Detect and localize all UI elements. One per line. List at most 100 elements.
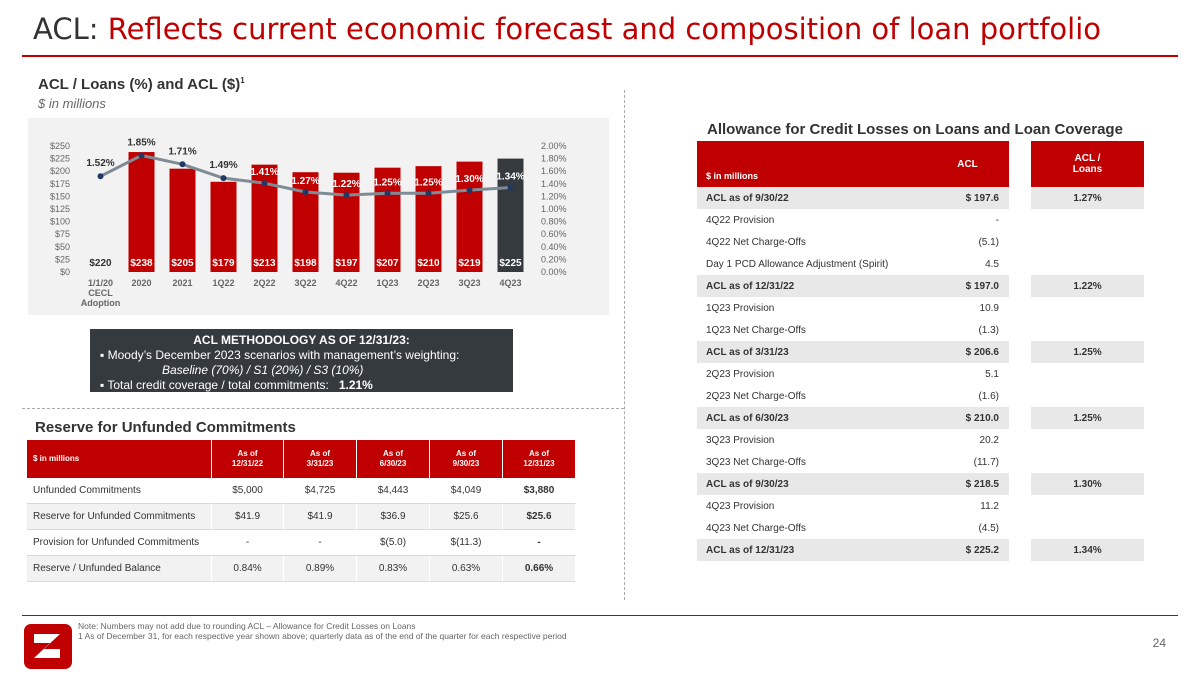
line-point <box>220 175 227 182</box>
y-right-tick-label: 0.20% <box>541 254 567 264</box>
y-left-tick-label: $25 <box>55 254 70 264</box>
x-tick-label: 3Q22 <box>294 278 316 288</box>
x-tick-label: 2Q23 <box>417 278 439 288</box>
row-ratio-value <box>1031 363 1144 385</box>
y-left-tick-label: $150 <box>50 191 70 201</box>
unfunded-table: $ in millions As of 12/31/22 As of 3/31/23… <box>27 440 576 582</box>
x-tick-label: 2020 <box>131 278 151 288</box>
row-ratio-value <box>1031 209 1144 231</box>
row-acl-value: $ 225.2 <box>926 539 1009 561</box>
row-label: ACL as of 3/31/23 <box>697 341 926 363</box>
table-row: ACL as of 6/30/23 $ 210.0 1.25% <box>697 407 1144 429</box>
row-gap <box>1009 429 1031 451</box>
table-row: Provision for Unfunded Commitments - - $(5.… <box>27 530 576 556</box>
chart-subtitle: $ in millions <box>38 96 106 111</box>
table-cell: $4,049 <box>430 478 503 504</box>
unfunded-header-cell: As of 3/31/23 <box>284 440 357 478</box>
line-value-label: 1.85% <box>127 137 155 148</box>
line-value-label: 1.27% <box>291 176 319 187</box>
row-gap <box>1009 253 1031 275</box>
table-cell: $4,443 <box>357 478 430 504</box>
chart-title-text: ACL / Loans (%) and ACL ($) <box>38 76 241 93</box>
table-cell: Provision for Unfunded Commitments <box>27 530 212 556</box>
row-acl-value: 5.1 <box>985 368 999 380</box>
row-ratio-value <box>1031 231 1144 253</box>
bar <box>374 167 401 272</box>
row-acl-value: 4.5 <box>985 258 999 270</box>
bar-value-label: $197 <box>335 258 358 269</box>
table-row: 1Q23 Net Charge-Offs (1.3) <box>697 319 1144 341</box>
line-value-label: 1.25% <box>414 177 442 188</box>
vertical-divider <box>624 90 625 600</box>
y-left-tick-label: $225 <box>50 154 70 164</box>
x-tick-label: 2Q22 <box>253 278 275 288</box>
table-row: Reserve for Unfunded Commitments $41.9 $41… <box>27 504 576 530</box>
table-cell: Unfunded Commitments <box>27 478 212 504</box>
row-acl-value: $ 197.0 <box>926 275 1009 297</box>
table-row: Day 1 PCD Allowance Adjustment (Spirit) 4… <box>697 253 1144 275</box>
row-label: 4Q22 Net Charge-Offs <box>706 236 806 248</box>
methodology-bullet-2-value: 1.21% <box>338 378 373 392</box>
row-gap <box>1009 363 1031 385</box>
row-label: 4Q22 Provision <box>706 214 775 226</box>
row-ratio-value <box>1031 297 1144 319</box>
row-label: 1Q23 Provision <box>706 302 775 314</box>
row-label: 2Q23 Net Charge-Offs <box>706 390 806 402</box>
bar-value-label: $198 <box>294 258 317 269</box>
methodology-heading: ACL METHODOLOGY AS OF 12/31/23: <box>193 333 410 347</box>
table-cell: $41.9 <box>212 504 284 530</box>
row-acl-value: 20.2 <box>979 434 999 446</box>
y-left-tick-label: $75 <box>55 229 70 239</box>
row-ratio-value <box>1031 451 1144 473</box>
row-ratio-value: 1.25% <box>1031 341 1144 363</box>
row-ratio-value <box>1031 385 1144 407</box>
footnote-line-2: 1 As of December 31, for each respective… <box>78 631 567 641</box>
row-gap <box>1009 385 1031 407</box>
table-row: Unfunded Commitments $5,000 $4,725 $4,443 $4… <box>27 478 576 504</box>
table-cell: $3,880 <box>503 478 576 504</box>
table-cell: Reserve for Unfunded Commitments <box>27 504 212 530</box>
row-acl-value: - <box>995 214 999 226</box>
table-cell: $25.6 <box>503 504 576 530</box>
y-right-tick-label: 0.80% <box>541 217 567 227</box>
x-tick-label: 4Q23 <box>499 278 521 288</box>
page-title-rest: Reflects current economic forecast and c… <box>107 12 1102 46</box>
line-point <box>138 152 145 159</box>
table-row: 2Q23 Net Charge-Offs (1.6) <box>697 385 1144 407</box>
table-cell: - <box>212 530 284 556</box>
table-cell: $5,000 <box>212 478 284 504</box>
company-logo-icon <box>24 624 72 669</box>
bar-value-label: $213 <box>253 258 276 269</box>
row-label: 2Q23 Provision <box>706 368 775 380</box>
y-right-tick-label: 1.20% <box>541 191 567 201</box>
row-acl-value: $ 206.6 <box>926 341 1009 363</box>
line-value-label: 1.34% <box>496 172 524 183</box>
table-row: ACL as of 9/30/23 $ 218.5 1.30% <box>697 473 1144 495</box>
bar-value-label: $220 <box>89 258 112 269</box>
table-cell: - <box>503 530 576 556</box>
x-tick-label: 3Q23 <box>458 278 480 288</box>
allowance-title: Allowance for Credit Losses on Loans and… <box>707 121 1123 138</box>
row-label: ACL as of 9/30/23 <box>697 473 926 495</box>
row-acl-value: $ 210.0 <box>926 407 1009 429</box>
y-left-tick-label: $125 <box>50 204 70 214</box>
methodology-bullet-2: ▪ Total credit coverage / total commitme… <box>100 378 373 392</box>
row-ratio-value <box>1031 517 1144 539</box>
row-ratio-value <box>1031 429 1144 451</box>
table-cell: 0.63% <box>430 556 503 582</box>
allowance-header-gap <box>1009 141 1031 187</box>
row-acl-value: 10.9 <box>979 302 999 314</box>
row-label: ACL as of 9/30/22 <box>697 187 926 209</box>
row-ratio-value: 1.25% <box>1031 407 1144 429</box>
table-row: Reserve / Unfunded Balance 0.84% 0.89% 0.83… <box>27 556 576 582</box>
line-point <box>507 184 514 191</box>
table-cell: $25.6 <box>430 504 503 530</box>
row-gap <box>1009 495 1031 517</box>
table-cell: $(5.0) <box>357 530 430 556</box>
chart-panel: $0 $25 $50 $75 $100 $125 $150 $175 $200 $225 $250 0… <box>28 118 609 315</box>
row-gap <box>1009 341 1031 363</box>
bar <box>497 158 524 272</box>
table-cell: 0.83% <box>357 556 430 582</box>
x-tick-label: CECL <box>88 288 113 298</box>
x-tick-label: Adoption <box>81 298 121 308</box>
